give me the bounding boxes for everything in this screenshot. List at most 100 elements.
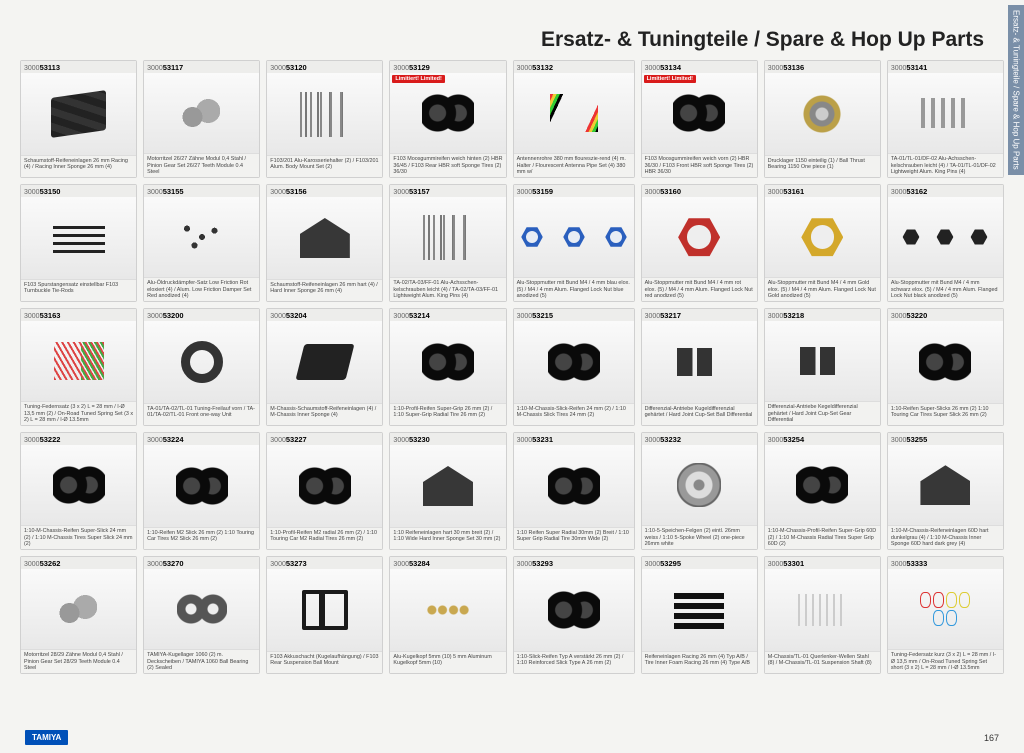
sku: 300053254 — [765, 433, 880, 445]
part-icon — [920, 465, 970, 505]
product-desc: F103 Moosgummireifen weich vorn (2) HBR … — [642, 153, 757, 177]
product-desc: Alu-Stoppmutter mit Bund M4 / 4 mm blau … — [514, 277, 634, 301]
product-cell[interactable]: 300053301M-Chassis/TL-01 Querlenker-Well… — [764, 556, 881, 674]
sku: 300053273 — [267, 557, 382, 569]
product-cell[interactable]: 300053159Alu-Stoppmutter mit Bund M4 / 4… — [513, 184, 635, 302]
product-image — [888, 445, 1003, 525]
product-image — [144, 197, 259, 277]
part-icon — [299, 466, 351, 506]
part-icon — [181, 341, 223, 383]
part-icon — [179, 93, 224, 133]
limited-badge: Limitiert! Limited! — [644, 75, 696, 83]
product-image — [765, 73, 880, 155]
product-desc: 1:10 Reifen Super Radial 30mm (2) Breit … — [514, 527, 634, 549]
product-cell[interactable]: 300053160Alu-Stoppmutter mit Bund M4 / 4… — [641, 184, 758, 302]
part-icon — [53, 465, 105, 505]
product-cell[interactable]: 300053284Alu-Kugelkopf 5mm (10) 5 mm Alu… — [389, 556, 506, 674]
product-desc: Antennenrohre 380 mm flouresziе-rend (4)… — [514, 153, 634, 177]
product-image — [765, 445, 880, 525]
product-cell[interactable]: 300053218Differenzial-Antriebe Kegeldiff… — [764, 308, 881, 426]
product-image — [514, 569, 634, 651]
product-cell[interactable]: 300053273F103 Akkuschacht (Kugelaufhängu… — [266, 556, 383, 674]
sku: 300053155 — [144, 185, 259, 197]
sku: 300053232 — [642, 433, 757, 445]
product-cell[interactable]: 300053333Tuning-Federsatz kurz (3 x 2) L… — [887, 556, 1004, 674]
product-cell[interactable]: 3000532201:10-Reifen Super-Slicks 26 mm … — [887, 308, 1004, 426]
product-desc: Motorritzel 26/27 Zähne Modul 0,4 Stahl … — [144, 153, 259, 177]
product-cell[interactable]: 300053162Alu-Stoppmutter mit Bund M4 / 4… — [887, 184, 1004, 302]
product-cell[interactable]: 300053156Schaumstoff-Reifeneinlagen 26 m… — [266, 184, 383, 302]
sku: 300053134 — [642, 61, 757, 73]
product-cell[interactable]: 300053295Reifeneinlagen Racing 26 mm (4)… — [641, 556, 758, 674]
side-tab: Ersatz- & Tuningteile / Spare & Hop Up P… — [1008, 5, 1024, 175]
part-icon — [796, 465, 848, 505]
product-cell[interactable]: 3000532221:10-M-Chassis-Reifen Super-Sli… — [20, 432, 137, 550]
product-desc: 1:10-M-Chassis-Reifeneinlagen 60D hart d… — [888, 525, 1003, 549]
product-cell[interactable]: 300053217Differenzial-Antriebe Kugeldiff… — [641, 308, 758, 426]
part-icon — [919, 592, 971, 626]
product-cell[interactable]: 300053157TA-02/TA-03/FF-01 Alu-Achsschen… — [389, 184, 506, 302]
part-icon — [548, 590, 600, 630]
part-icon — [921, 98, 969, 128]
product-cell[interactable]: 300053150F103 Spurstangensatz einstellba… — [20, 184, 137, 302]
product-cell[interactable]: 3000532271:10-Profil-Reifen M2 radial 26… — [266, 432, 383, 550]
product-desc: F103 Spurstangensatz einstellbar F103 Tu… — [21, 279, 136, 301]
sku: 300053284 — [390, 557, 505, 569]
product-cell[interactable]: 300053262Motorritzel 28/29 Zähne Modul 0… — [20, 556, 137, 674]
product-cell[interactable]: 300053117Motorritzel 26/27 Zähne Modul 0… — [143, 60, 260, 178]
product-cell[interactable]: 300053214 1:10-Profil-Reifen Super-Grip 2… — [389, 308, 506, 426]
product-cell[interactable]: 300053232 1:10-5-Speichen-Felgen (2) eint… — [641, 432, 758, 550]
product-cell[interactable]: 3000532301:10 Reifeneinlagen hart 30 mm … — [389, 432, 506, 550]
product-image — [267, 445, 382, 527]
sku: 300053214 — [390, 309, 505, 321]
product-desc: Differenzial-Antriebe Kugeldifferenzial … — [642, 403, 757, 425]
product-cell[interactable]: 300053113Schaumstoff-Reifeneinlagen 26 m… — [20, 60, 137, 178]
product-image — [21, 445, 136, 525]
product-desc: 1:10-5-Speichen-Felgen (2) eintl. 26mm w… — [642, 525, 757, 549]
product-cell[interactable]: 300053141TA-01/TL-01/DF-02 Alu-Achsschen… — [887, 60, 1004, 178]
product-cell[interactable]: 300053270 TAMIYA-Kugellager 1060 (2) m. D… — [143, 556, 260, 674]
part-icon — [677, 348, 721, 376]
product-image — [642, 321, 757, 403]
product-cell[interactable]: 300053200TA-01/TA-02/TL-01 Tuning-Freila… — [143, 308, 260, 426]
product-desc: M-Chassis-Schaumstoff-Reifeneinlagen (4)… — [267, 403, 382, 425]
product-desc: Schaumstoff-Reifeneinlagen 26 mm Racing … — [21, 155, 136, 177]
product-image — [267, 569, 382, 651]
sku: 300053227 — [267, 433, 382, 445]
product-desc: Differenzial-Antriebe Kegeldifferenzial … — [765, 401, 880, 425]
product-image — [21, 321, 136, 401]
product-image — [642, 197, 757, 277]
product-desc: 1:10-Reifen Super-Slicks 26 mm (2) 1:10 … — [888, 403, 1003, 425]
product-cell[interactable]: 300053134 Limitiert! Limited! F103 Moosgum… — [641, 60, 758, 178]
product-cell[interactable]: 300053132Antennenrohre 380 mm flouresziе… — [513, 60, 635, 178]
product-cell[interactable]: 300053136Drucklager 1150 einteilig (1) /… — [764, 60, 881, 178]
product-image — [267, 321, 382, 403]
part-icon — [425, 597, 471, 623]
tamiya-logo: TAMIYA — [25, 730, 68, 745]
product-cell[interactable]: 300053120F103/201 Alu-Karosseriehalter (… — [266, 60, 383, 178]
sku: 300053295 — [642, 557, 757, 569]
product-cell[interactable]: 3000532311:10 Reifen Super Radial 30mm (… — [513, 432, 635, 550]
limited-badge: Limitiert! Limited! — [392, 75, 444, 83]
sku: 300053162 — [888, 185, 1003, 197]
product-desc: M-Chassis/TL-01 Querlenker-Wellen Stahl … — [765, 651, 880, 673]
product-desc: F103/201 Alu-Karosseriehalter (2) / F103… — [267, 155, 382, 177]
product-cell[interactable]: 3000532551:10-M-Chassis-Reifeneinlagen 6… — [887, 432, 1004, 550]
sku: 300053156 — [267, 185, 382, 197]
product-cell[interactable]: 300053161Alu-Stoppmutter mit Bund M4 / 4… — [764, 184, 881, 302]
product-cell[interactable]: 300053129Limitiert! Limited!F103 Moosgum… — [389, 60, 506, 178]
product-image — [514, 321, 634, 403]
product-cell[interactable]: 300053155Alu-Öldruckdämpfer-Satz Low Fri… — [143, 184, 260, 302]
product-cell[interactable]: 300053163Tuning-Federnsatz (3 x 2) L = 2… — [20, 308, 137, 426]
product-desc: TA-01/TA-02/TL-01 Tuning-Freilauf vorn /… — [144, 403, 259, 425]
sku: 300053270 — [144, 557, 259, 569]
product-cell[interactable]: 300053204 M-Chassis-Schaumstoff-Reifenein… — [266, 308, 383, 426]
product-image — [888, 197, 1003, 277]
sku: 300053204 — [267, 309, 382, 321]
product-cell[interactable]: 3000532541:10-M-Chassis-Profil-Reifen Su… — [764, 432, 881, 550]
product-desc: 1:10-Profil-Reifen Super-Grip 26 mm (2) … — [390, 403, 505, 425]
product-desc: TAMIYA-Kugellager 1060 (2) m. Deckscheib… — [144, 649, 259, 673]
product-cell[interactable]: 3000532931:10-Slick-Reifen Typ A verstär… — [513, 556, 635, 674]
product-cell[interactable]: 3000532151:10-M-Chassis-Slick-Reifen 24 … — [513, 308, 635, 426]
product-cell[interactable]: 3000532241:10-Reifen M2 Slick 26 mm (2) … — [143, 432, 260, 550]
